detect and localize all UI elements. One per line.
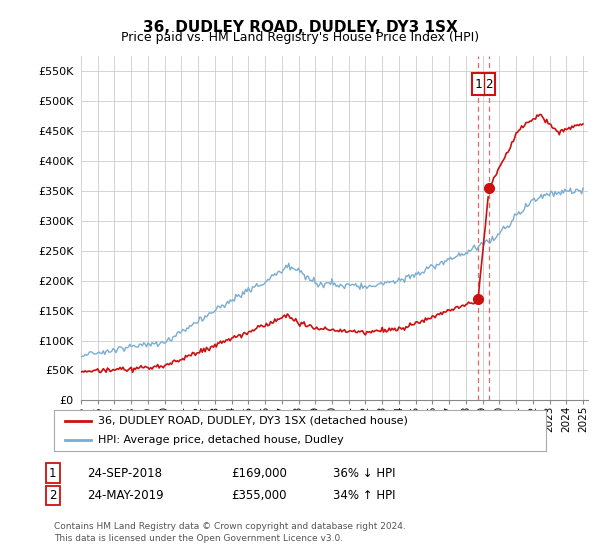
Text: 1: 1	[475, 78, 482, 91]
Text: 24-SEP-2018: 24-SEP-2018	[87, 466, 162, 480]
Text: HPI: Average price, detached house, Dudley: HPI: Average price, detached house, Dudl…	[98, 435, 344, 445]
Text: 34% ↑ HPI: 34% ↑ HPI	[333, 489, 395, 502]
Bar	[472, 73, 495, 95]
Text: £355,000: £355,000	[231, 489, 287, 502]
Text: Price paid vs. HM Land Registry's House Price Index (HPI): Price paid vs. HM Land Registry's House …	[121, 31, 479, 44]
Text: 24-MAY-2019: 24-MAY-2019	[87, 489, 164, 502]
Text: 36% ↓ HPI: 36% ↓ HPI	[333, 466, 395, 480]
Text: Contains HM Land Registry data © Crown copyright and database right 2024.
This d: Contains HM Land Registry data © Crown c…	[54, 522, 406, 543]
Text: 36, DUDLEY ROAD, DUDLEY, DY3 1SX: 36, DUDLEY ROAD, DUDLEY, DY3 1SX	[143, 20, 457, 35]
Text: 36, DUDLEY ROAD, DUDLEY, DY3 1SX (detached house): 36, DUDLEY ROAD, DUDLEY, DY3 1SX (detach…	[98, 416, 408, 426]
Text: 2: 2	[49, 489, 56, 502]
Text: 1: 1	[49, 466, 56, 480]
Text: 2: 2	[485, 78, 493, 91]
Text: £169,000: £169,000	[231, 466, 287, 480]
